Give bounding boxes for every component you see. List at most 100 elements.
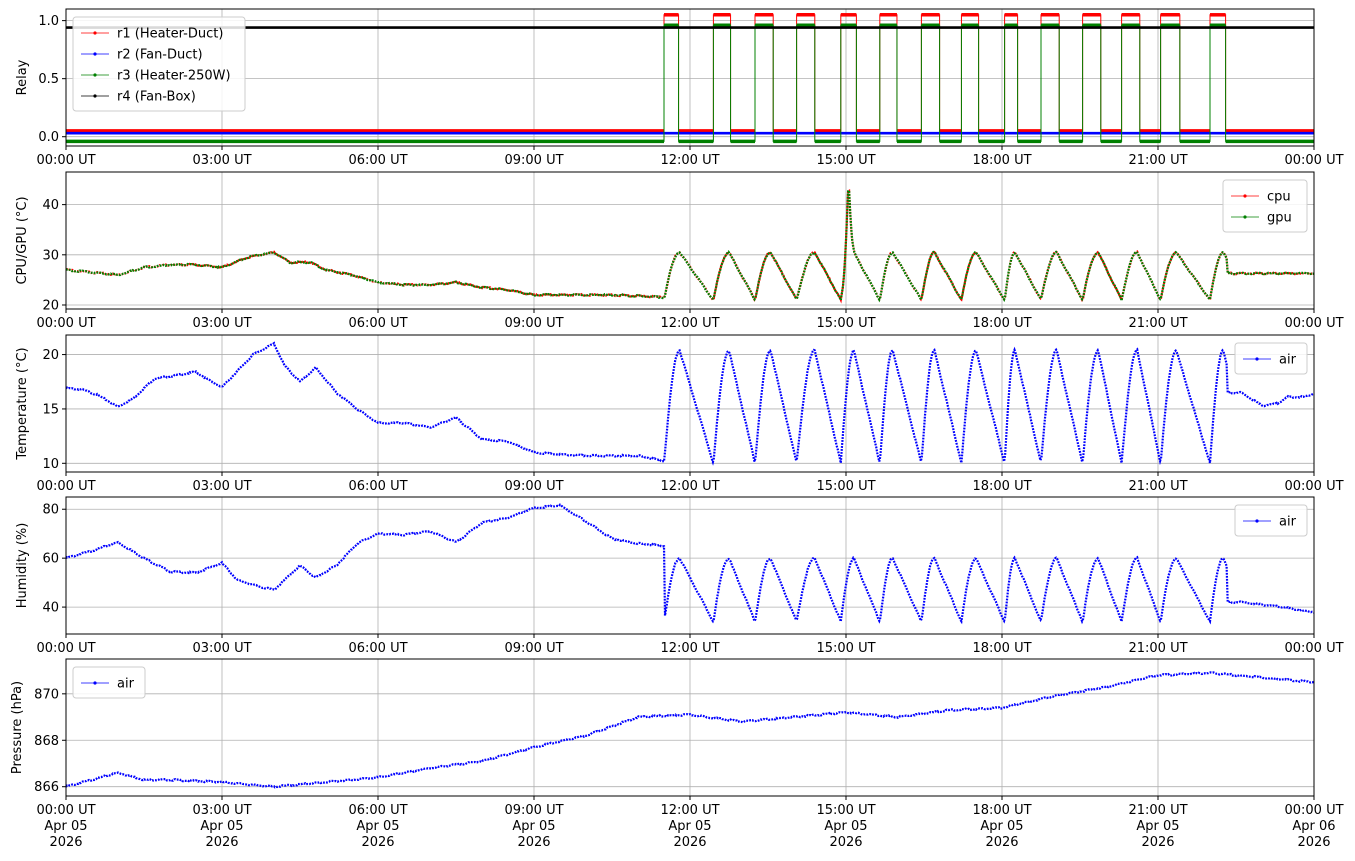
- x-tick-label: 09:00 UT: [504, 641, 563, 656]
- x-tick-label: 00:00 UT: [1284, 803, 1343, 818]
- legend-marker: [1255, 357, 1259, 361]
- legend: air: [1234, 342, 1308, 375]
- x-date-label: Apr 05: [512, 819, 555, 834]
- x-date-label: Apr 05: [1136, 819, 1179, 834]
- panel-3: 10 15 20 Temperature (°C) 00:00 UT 03:00 UT 06…: [15, 334, 1344, 494]
- x-tick-label: 18:00 UT: [972, 641, 1031, 656]
- legend-label: air: [1279, 515, 1297, 530]
- plot-area: [66, 671, 1314, 789]
- legend-label: gpu: [1267, 211, 1292, 226]
- x-tick-label: 18:00 UT: [972, 153, 1031, 168]
- legend-box: [1234, 504, 1308, 537]
- legend-label: air: [117, 677, 135, 692]
- x-tick-label: 00:00 UT: [1284, 479, 1343, 494]
- x-year-label: 2026: [829, 835, 862, 850]
- x-tick-label: 00:00 UT: [1284, 316, 1343, 331]
- legend-marker: [93, 52, 97, 56]
- legend-box: [72, 16, 246, 112]
- x-year-label: 2026: [517, 835, 550, 850]
- legend-label: r3 (Heater-250W): [117, 69, 231, 84]
- legend-box: [1234, 342, 1308, 375]
- y-tick-label: 866: [34, 780, 59, 795]
- x-tick-label: 09:00 UT: [504, 153, 563, 168]
- plot-area: [66, 341, 1314, 466]
- x-tick-label: 18:00 UT: [972, 316, 1031, 331]
- x-tick-label: 09:00 UT: [504, 479, 563, 494]
- y-tick-label: 60: [42, 552, 59, 567]
- x-tick-label: 15:00 UT: [816, 316, 875, 331]
- y-tick-label: 15: [42, 402, 59, 417]
- plot-area: [66, 188, 1314, 305]
- legend-label: r1 (Heater-Duct): [117, 27, 223, 42]
- x-tick-label: 06:00 UT: [348, 316, 407, 331]
- y-axis-label: Pressure (hPa): [10, 681, 25, 774]
- x-tick-label: 12:00 UT: [660, 641, 719, 656]
- legend-label: r4 (Fan-Box): [117, 90, 196, 105]
- x-tick-label: 15:00 UT: [816, 641, 875, 656]
- x-date-label: Apr 05: [824, 819, 867, 834]
- y-tick-label: 1.0: [38, 14, 59, 29]
- panel-1: 0.0 0.5 1.0 Relay 00:00 UT 03:00 UT 06:00 UT 09…: [15, 8, 1344, 168]
- x-tick-label: 03:00 UT: [192, 803, 251, 818]
- x-date-label: Apr 05: [980, 819, 1023, 834]
- x-tick-label: 00:00 UT: [1284, 641, 1343, 656]
- x-year-label: 2026: [985, 835, 1018, 850]
- panel-4: 40 60 80 Humidity (%) 00:00 UT 03:00 UT 06:00 …: [15, 496, 1344, 656]
- x-tick-label: 21:00 UT: [1128, 803, 1187, 818]
- x-tick-label: 12:00 UT: [660, 803, 719, 818]
- plot-area: [66, 503, 1314, 626]
- x-tick-label: 21:00 UT: [1128, 479, 1187, 494]
- plot-area: [66, 13, 1314, 144]
- series-line-0: [66, 503, 1314, 626]
- x-tick-label: 15:00 UT: [816, 479, 875, 494]
- legend-marker: [93, 31, 97, 35]
- y-tick-label: 870: [34, 687, 59, 702]
- x-tick-label: 00:00 UT: [36, 641, 95, 656]
- y-axis-label: Relay: [15, 59, 30, 95]
- y-tick-label: 80: [42, 503, 59, 518]
- legend-label: cpu: [1267, 190, 1291, 205]
- legend: air: [72, 666, 146, 699]
- y-tick-label: 40: [42, 198, 59, 213]
- y-axis-label: Humidity (%): [15, 523, 30, 609]
- legend-marker: [1255, 519, 1259, 523]
- series-line-0: [66, 671, 1314, 789]
- x-year-label: 2026: [49, 835, 82, 850]
- series-line-0: [66, 341, 1314, 466]
- legend-marker: [1243, 194, 1247, 198]
- x-tick-label: 06:00 UT: [348, 641, 407, 656]
- x-tick-label: 15:00 UT: [816, 153, 875, 168]
- y-tick-label: 20: [42, 348, 59, 363]
- legend-marker: [93, 681, 97, 685]
- series-line-1: [66, 188, 1314, 305]
- x-tick-label: 18:00 UT: [972, 479, 1031, 494]
- legend: r1 (Heater-Duct) r2 (Fan-Duct) r3 (Heater-…: [72, 16, 246, 112]
- y-tick-label: 20: [42, 298, 59, 313]
- legend: air: [1234, 504, 1308, 537]
- y-tick-label: 0.0: [38, 130, 59, 145]
- panel-2: 20 30 40 CPU/GPU (°C) 00:00 UT 03:00 UT 06:00 …: [15, 171, 1344, 331]
- legend-marker: [93, 73, 97, 77]
- x-tick-label: 09:00 UT: [504, 803, 563, 818]
- x-year-label: 2026: [361, 835, 394, 850]
- x-year-label: 2026: [1141, 835, 1174, 850]
- x-tick-label: 15:00 UT: [816, 803, 875, 818]
- x-tick-label: 21:00 UT: [1128, 153, 1187, 168]
- legend-box: [72, 666, 146, 699]
- x-tick-label: 03:00 UT: [192, 479, 251, 494]
- y-tick-label: 30: [42, 248, 59, 263]
- x-tick-label: 00:00 UT: [36, 803, 95, 818]
- x-tick-label: 00:00 UT: [36, 316, 95, 331]
- x-tick-label: 12:00 UT: [660, 153, 719, 168]
- x-tick-label: 09:00 UT: [504, 316, 563, 331]
- x-tick-label: 12:00 UT: [660, 479, 719, 494]
- legend-label: r2 (Fan-Duct): [117, 48, 203, 63]
- y-axis-label: CPU/GPU (°C): [15, 196, 30, 284]
- legend: cpu gpu: [1222, 179, 1308, 233]
- x-year-label: 2026: [673, 835, 706, 850]
- x-tick-label: 00:00 UT: [36, 479, 95, 494]
- x-date-label: Apr 05: [44, 819, 87, 834]
- x-date-label: Apr 05: [668, 819, 711, 834]
